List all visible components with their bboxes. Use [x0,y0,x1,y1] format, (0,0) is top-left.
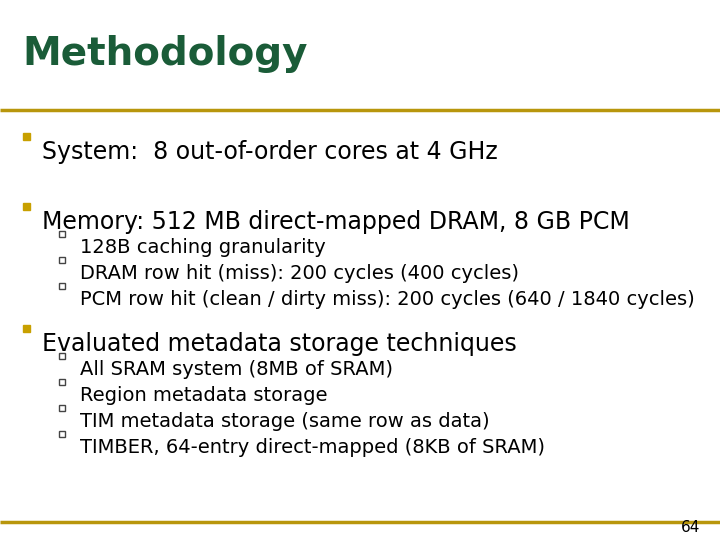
Text: Evaluated metadata storage techniques: Evaluated metadata storage techniques [42,332,517,356]
Text: System:  8 out-of-order cores at 4 GHz: System: 8 out-of-order cores at 4 GHz [42,140,498,164]
Bar [23,202,30,210]
Text: Memory: 512 MB direct-mapped DRAM, 8 GB PCM: Memory: 512 MB direct-mapped DRAM, 8 GB … [42,210,630,234]
Bar [59,231,65,237]
Bar [59,431,65,437]
Text: Methodology: Methodology [22,35,307,73]
Bar [59,353,65,359]
Text: TIMBER, 64-entry direct-mapped (8KB of SRAM): TIMBER, 64-entry direct-mapped (8KB of S… [80,438,545,457]
Text: 64: 64 [680,520,700,535]
Bar [59,257,65,263]
Bar [59,405,65,411]
Text: Region metadata storage: Region metadata storage [80,386,328,405]
Bar [23,325,30,332]
Bar [23,132,30,139]
Text: TIM metadata storage (same row as data): TIM metadata storage (same row as data) [80,412,490,431]
Text: 128B caching granularity: 128B caching granularity [80,238,325,257]
Text: All SRAM system (8MB of SRAM): All SRAM system (8MB of SRAM) [80,360,393,379]
Bar [59,379,65,385]
Text: DRAM row hit (miss): 200 cycles (400 cycles): DRAM row hit (miss): 200 cycles (400 cyc… [80,264,519,283]
Bar [59,283,65,289]
Text: PCM row hit (clean / dirty miss): 200 cycles (640 / 1840 cycles): PCM row hit (clean / dirty miss): 200 cy… [80,290,695,309]
